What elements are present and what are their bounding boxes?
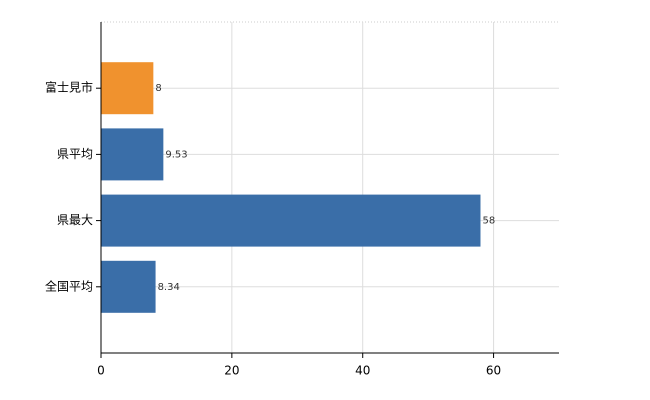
x-tick-label: 40 <box>355 364 370 378</box>
x-tick-label: 20 <box>224 364 239 378</box>
bar <box>101 194 481 247</box>
value-label: 9.53 <box>165 149 187 160</box>
x-tick-label: 0 <box>97 364 105 378</box>
y-tick-label: 県平均 <box>57 147 93 161</box>
value-label: 8 <box>155 83 161 94</box>
value-label: 8.34 <box>158 282 180 293</box>
bar <box>101 62 154 115</box>
bar <box>101 128 164 181</box>
value-label: 58 <box>482 216 495 227</box>
x-tick-label: 60 <box>486 364 501 378</box>
bar <box>101 260 156 313</box>
y-tick-label: 富士見市 <box>45 80 93 95</box>
y-tick-label: 県最大 <box>57 213 93 227</box>
y-tick-label: 全国平均 <box>45 278 93 293</box>
